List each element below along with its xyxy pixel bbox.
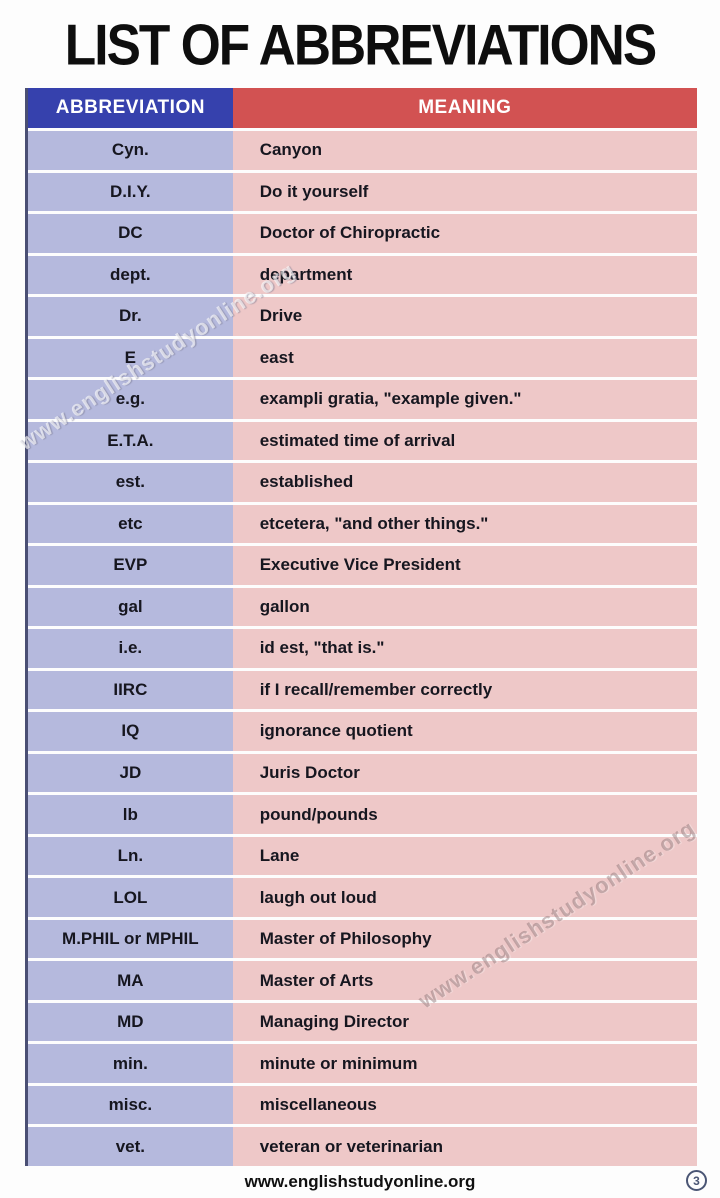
meaning-cell: Juris Doctor xyxy=(232,753,697,793)
table-row: E east xyxy=(28,338,697,378)
abbreviation-cell: i.e. xyxy=(28,629,233,668)
meaning-cell: etcetera, "and other things." xyxy=(232,504,697,544)
meaning-cell: east xyxy=(232,338,697,378)
meaning-cell: Master of Philosophy xyxy=(232,919,697,959)
meaning-cell: Canyon xyxy=(232,131,697,170)
abbreviation-cell: lb xyxy=(28,795,233,834)
table-row: min. minute or minimum xyxy=(28,1044,697,1083)
table-row: est. established xyxy=(28,463,697,502)
abbreviation-cell: gal xyxy=(28,587,233,627)
table-row: LOL laugh out loud xyxy=(28,878,697,917)
abbreviation-cell: IQ xyxy=(28,712,233,751)
abbreviation-cell: MA xyxy=(28,961,233,1000)
table-row: JD Juris Doctor xyxy=(28,753,697,793)
meaning-cell: veteran or veterinarian xyxy=(232,1127,697,1166)
column-header-abbreviation: ABBREVIATION xyxy=(28,88,233,128)
table-row: IIRC if I recall/remember correctly xyxy=(28,670,697,710)
meaning-cell: gallon xyxy=(232,587,697,627)
abbreviation-cell: vet. xyxy=(28,1127,233,1166)
meaning-cell: exampli gratia, "example given." xyxy=(232,380,697,419)
meaning-cell: Doctor of Chiropractic xyxy=(232,214,697,253)
abbreviation-cell: Cyn. xyxy=(28,131,233,170)
table-row: gal gallon xyxy=(28,587,697,627)
table-row: Cyn. Canyon xyxy=(28,131,697,170)
meaning-cell: if I recall/remember correctly xyxy=(232,670,697,710)
table-row: M.PHIL or MPHIL Master of Philosophy xyxy=(28,919,697,959)
abbreviation-cell: D.I.Y. xyxy=(28,172,233,212)
abbreviation-cell: min. xyxy=(28,1044,233,1083)
abbreviation-cell: LOL xyxy=(28,878,233,917)
abbreviation-cell: Dr. xyxy=(28,297,233,336)
abbreviation-cell: EVP xyxy=(28,546,233,585)
abbreviation-cell: E xyxy=(28,338,233,378)
meaning-cell: pound/pounds xyxy=(232,795,697,834)
abbreviation-cell: dept. xyxy=(28,255,233,295)
meaning-cell: Lane xyxy=(232,836,697,876)
table-row: i.e. id est, "that is." xyxy=(28,629,697,668)
footer: www.englishstudyonline.org 3 xyxy=(0,1166,720,1198)
meaning-cell: Managing Director xyxy=(232,1002,697,1042)
table-row: D.I.Y. Do it yourself xyxy=(28,172,697,212)
table-row: lb pound/pounds xyxy=(28,795,697,834)
page-title: LIST OF ABBREVIATIONS xyxy=(64,13,657,77)
table-row: vet. veteran or veterinarian xyxy=(28,1127,697,1166)
table-body: Cyn. Canyon D.I.Y. Do it yourself DC Doc… xyxy=(28,128,697,1166)
table-row: E.T.A. estimated time of arrival xyxy=(28,421,697,461)
meaning-cell: miscellaneous xyxy=(232,1085,697,1125)
meaning-cell: minute or minimum xyxy=(232,1044,697,1083)
table-row: e.g. exampli gratia, "example given." xyxy=(28,380,697,419)
meaning-cell: established xyxy=(232,463,697,502)
table-row: DC Doctor of Chiropractic xyxy=(28,214,697,253)
table-row: Ln. Lane xyxy=(28,836,697,876)
abbreviations-table: ABBREVIATION MEANING Cyn. Canyon D.I.Y. … xyxy=(25,88,697,1166)
abbreviation-cell: etc xyxy=(28,504,233,544)
page-number-badge: 3 xyxy=(686,1170,707,1191)
footer-site-text: www.englishstudyonline.org xyxy=(244,1172,476,1191)
meaning-cell: id est, "that is." xyxy=(232,629,697,668)
abbreviation-cell: est. xyxy=(28,463,233,502)
meaning-cell: Master of Arts xyxy=(232,961,697,1000)
meaning-cell: Do it yourself xyxy=(232,172,697,212)
abbreviation-cell: JD xyxy=(28,753,233,793)
meaning-cell: department xyxy=(232,255,697,295)
column-header-meaning: MEANING xyxy=(232,88,697,128)
abbreviation-cell: MD xyxy=(28,1002,233,1042)
meaning-cell: Executive Vice President xyxy=(232,546,697,585)
meaning-cell: Drive xyxy=(232,297,697,336)
abbreviation-cell: Ln. xyxy=(28,836,233,876)
table-row: dept. department xyxy=(28,255,697,295)
abbreviation-cell: M.PHIL or MPHIL xyxy=(28,919,233,959)
abbreviation-cell: DC xyxy=(28,214,233,253)
table-row: MA Master of Arts xyxy=(28,961,697,1000)
table-row: MD Managing Director xyxy=(28,1002,697,1042)
meaning-cell: estimated time of arrival xyxy=(232,421,697,461)
table-header-row: ABBREVIATION MEANING xyxy=(28,88,697,128)
table-row: misc. miscellaneous xyxy=(28,1085,697,1125)
abbreviation-cell: E.T.A. xyxy=(28,421,233,461)
abbreviation-cell: misc. xyxy=(28,1085,233,1125)
meaning-cell: ignorance quotient xyxy=(232,712,697,751)
meaning-cell: laugh out loud xyxy=(232,878,697,917)
table-row: etc etcetera, "and other things." xyxy=(28,504,697,544)
table-row: EVP Executive Vice President xyxy=(28,546,697,585)
table-row: IQ ignorance quotient xyxy=(28,712,697,751)
abbreviation-cell: e.g. xyxy=(28,380,233,419)
table-row: Dr. Drive xyxy=(28,297,697,336)
abbreviation-cell: IIRC xyxy=(28,670,233,710)
